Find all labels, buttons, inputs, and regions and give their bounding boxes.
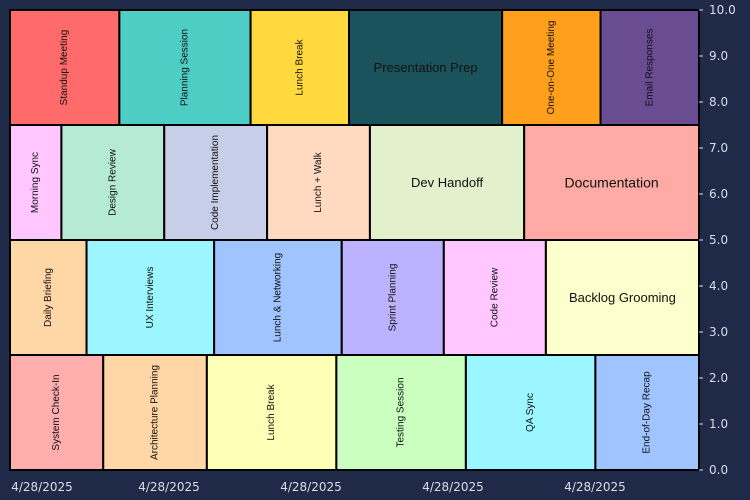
block-label: Architecture Planning bbox=[150, 365, 161, 460]
block-label: Lunch + Walk bbox=[313, 151, 324, 212]
y-tick-label: 0.0 bbox=[709, 463, 728, 477]
block-label: Code Implementation bbox=[210, 135, 221, 230]
y-tick-label: 5.0 bbox=[709, 233, 728, 247]
block-label: Email Responses bbox=[644, 29, 655, 107]
schedule-block: System Check-In bbox=[9, 354, 105, 471]
block-rect bbox=[523, 124, 700, 241]
block-label: Daily Briefing bbox=[43, 268, 54, 327]
block-label: Dev Handoff bbox=[411, 175, 483, 190]
block-label: Planning Session bbox=[179, 29, 190, 106]
block-rect bbox=[335, 354, 467, 471]
block-rect bbox=[60, 124, 166, 241]
block-label: Morning Sync bbox=[30, 152, 41, 213]
y-tick-label: 6.0 bbox=[709, 187, 728, 201]
y-tick-label: 2.0 bbox=[709, 371, 728, 385]
y-tick-label: 7.0 bbox=[709, 141, 728, 155]
y-tick-label: 10.0 bbox=[709, 3, 736, 17]
schedule-block: Design Review bbox=[60, 124, 166, 241]
schedule-block: Lunch & Networking bbox=[213, 239, 343, 356]
block-label: Testing Session bbox=[396, 377, 407, 447]
schedule-block: Standup Meeting bbox=[9, 9, 121, 126]
schedule-block: Architecture Planning bbox=[102, 354, 208, 471]
block-rect bbox=[266, 124, 371, 241]
block-label: Lunch Break bbox=[266, 383, 277, 440]
schedule-block: Dev Handoff bbox=[368, 124, 526, 241]
x-tick-label: 4/28/2025 bbox=[564, 480, 626, 494]
block-label: End-of-Day Recap bbox=[642, 371, 653, 454]
block-rect bbox=[205, 354, 338, 471]
block-rect bbox=[102, 354, 208, 471]
cells-layer: Standup Meeting Planning Session Lunch Bre… bbox=[9, 9, 701, 471]
block-rect bbox=[9, 354, 105, 471]
schedule-block: Lunch Break bbox=[205, 354, 338, 471]
x-tick-label: 4/28/2025 bbox=[280, 480, 342, 494]
block-rect bbox=[464, 354, 597, 471]
block-label: One-on-One Meeting bbox=[546, 21, 557, 115]
schedule-block: Testing Session bbox=[335, 354, 467, 471]
schedule-block: Sprint Planning bbox=[340, 239, 445, 356]
schedule-block: Email Responses bbox=[599, 9, 700, 126]
y-axis: 0.0 1.0 2.0 3.0 4.0 5.0 6.0 7.0 8.0 9.0 10.0 bbox=[699, 3, 736, 477]
block-label: UX Interviews bbox=[145, 267, 156, 329]
y-tick-label: 3.0 bbox=[709, 325, 728, 339]
block-label: Code Review bbox=[489, 267, 500, 327]
schedule-block: Daily Briefing bbox=[9, 239, 88, 356]
x-tick-label: 4/28/2025 bbox=[138, 480, 200, 494]
y-tick-label: 8.0 bbox=[709, 95, 728, 109]
block-rect bbox=[348, 9, 504, 126]
block-rect bbox=[594, 354, 701, 471]
schedule-block: Planning Session bbox=[118, 9, 252, 126]
y-tick-label: 9.0 bbox=[709, 49, 728, 63]
schedule-block: Code Review bbox=[442, 239, 547, 356]
block-rect bbox=[9, 9, 121, 126]
y-tick-label: 4.0 bbox=[709, 279, 728, 293]
block-label: QA Sync bbox=[525, 393, 536, 432]
block-label: Standup Meeting bbox=[59, 30, 70, 106]
block-label: Documentation bbox=[565, 175, 659, 191]
block-label: Sprint Planning bbox=[387, 264, 398, 332]
schedule-block: Lunch + Walk bbox=[266, 124, 371, 241]
x-tick-label: 4/28/2025 bbox=[11, 480, 73, 494]
schedule-block: Morning Sync bbox=[9, 124, 63, 241]
block-label: Presentation Prep bbox=[374, 60, 478, 75]
block-label: Lunch Break bbox=[294, 38, 305, 95]
block-label: System Check-In bbox=[51, 374, 62, 450]
y-tick-label: 1.0 bbox=[709, 417, 728, 431]
schedule-block: UX Interviews bbox=[85, 239, 216, 356]
schedule-block: Backlog Grooming bbox=[544, 239, 701, 356]
schedule-block: Code Implementation bbox=[163, 124, 269, 241]
schedule-block: One-on-One Meeting bbox=[501, 9, 602, 126]
block-rect bbox=[118, 9, 252, 126]
x-axis: 4/28/2025 4/28/2025 4/28/2025 4/28/2025 4/28… bbox=[11, 480, 626, 494]
block-rect bbox=[85, 239, 216, 356]
block-rect bbox=[340, 239, 445, 356]
block-label: Backlog Grooming bbox=[569, 290, 676, 305]
schedule-block: Documentation bbox=[523, 124, 700, 241]
block-rect bbox=[249, 9, 351, 126]
block-rect bbox=[544, 239, 701, 356]
block-label: Lunch & Networking bbox=[272, 253, 283, 343]
schedule-block: Presentation Prep bbox=[348, 9, 504, 126]
block-label: Design Review bbox=[107, 148, 118, 215]
block-rect bbox=[599, 9, 700, 126]
x-tick-label: 4/28/2025 bbox=[422, 480, 484, 494]
schedule-block: QA Sync bbox=[464, 354, 597, 471]
schedule-block: Lunch Break bbox=[249, 9, 351, 126]
block-rect bbox=[442, 239, 547, 356]
schedule-block: End-of-Day Recap bbox=[594, 354, 701, 471]
